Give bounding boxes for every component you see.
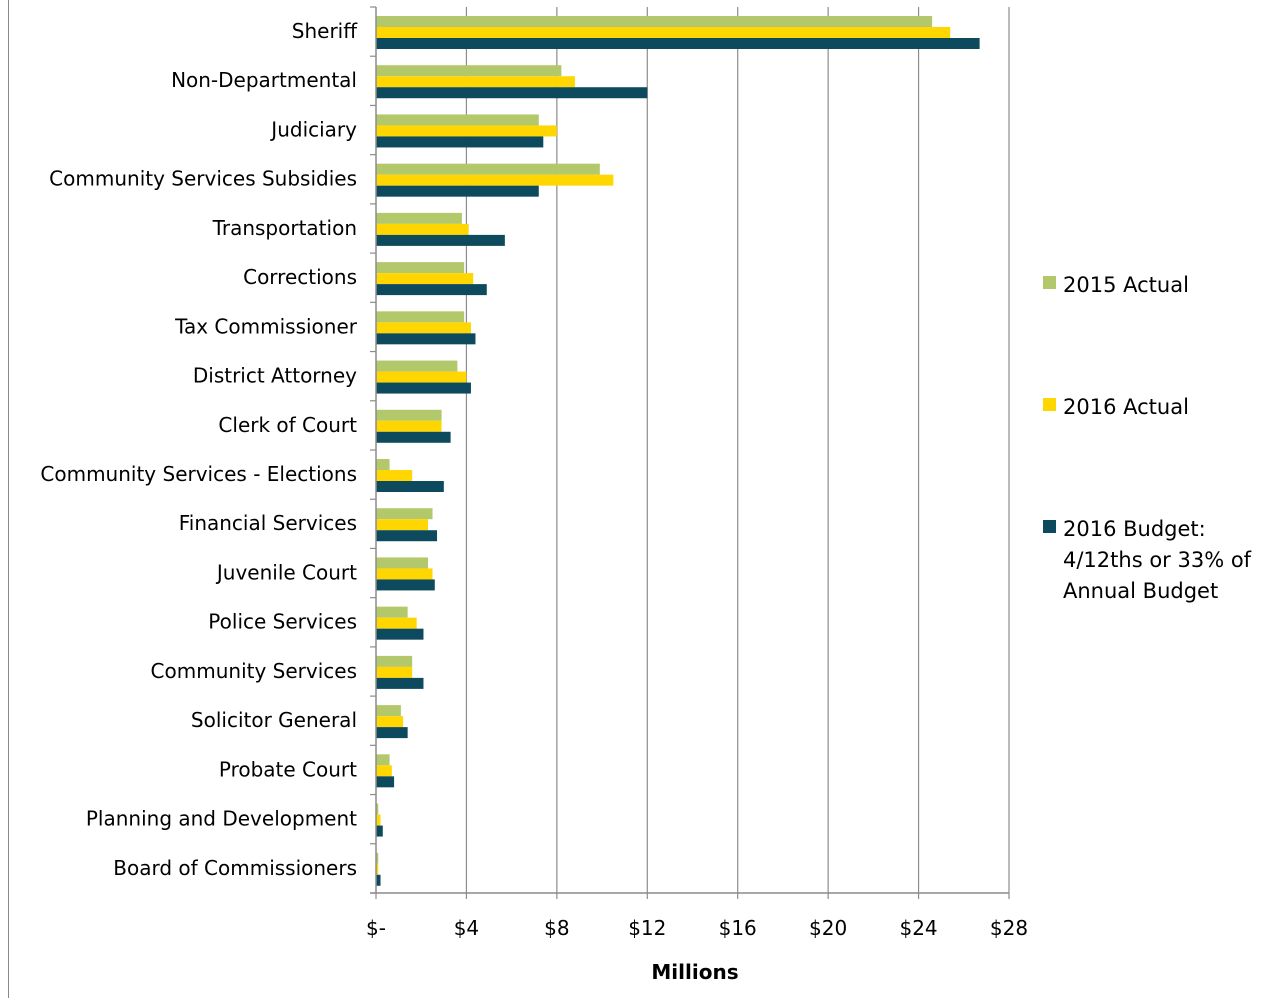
bar-community-services-series-0	[376, 655, 413, 667]
bar-police-services-series-2	[376, 628, 424, 640]
category-label-community-services-elections: Community Services - Elections	[40, 462, 357, 486]
bar-sheriff-series-1	[376, 27, 951, 38]
x-tick-label-5: $20	[809, 916, 847, 940]
bar-solicitor-general-series-1	[376, 716, 404, 728]
legend-swatch-2016-actual	[1043, 398, 1056, 411]
bar-planning-and-development-series-1	[376, 814, 381, 826]
bar-judiciary-series-0	[376, 114, 539, 126]
x-tick-label-3: $12	[628, 916, 666, 940]
bar-district-attorney-series-0	[376, 360, 458, 372]
bar-judiciary-series-1	[376, 125, 557, 137]
bar-transportation-series-0	[376, 212, 462, 224]
category-label-financial-services: Financial Services	[179, 511, 357, 535]
legend: 2015 Actual 2016 Actual 2016 Budget: 4/1…	[1043, 0, 1283, 998]
category-label-community-services: Community Services	[151, 659, 357, 683]
bar-chart: Sheriff Non-Departmental Judiciary Communit…	[40, 6, 1028, 940]
x-tick-label-7: $28	[990, 916, 1028, 940]
chart-frame-edge	[8, 0, 9, 998]
bar-sheriff-series-0	[376, 16, 933, 27]
bar-financial-services-series-1	[376, 519, 428, 531]
bar-community-services-series-1	[376, 666, 413, 678]
bar-corrections-series-1	[376, 273, 474, 285]
bar-community-services-elections-series-2	[376, 481, 444, 492]
bar-solicitor-general-series-0	[376, 705, 401, 717]
bar-non-departmental-series-0	[376, 65, 562, 77]
bar-district-attorney-series-1	[376, 371, 467, 383]
bar-community-services-elections-series-0	[376, 459, 390, 470]
bar-corrections-series-2	[376, 284, 487, 296]
bar-tax-commissioner-series-2	[376, 333, 476, 345]
category-label-police-services: Police Services	[208, 610, 357, 634]
x-tick-label-0: $-	[366, 916, 386, 940]
bar-corrections-series-0	[376, 262, 465, 274]
bar-community-services-series-2	[376, 677, 424, 689]
bar-planning-and-development-series-0	[376, 803, 379, 815]
category-label-corrections: Corrections	[243, 265, 357, 289]
category-label-judiciary: Judiciary	[269, 117, 357, 141]
bar-juvenile-court-series-0	[376, 557, 428, 569]
bar-non-departmental-series-1	[376, 76, 575, 88]
legend-label-2016-budget: 2016 Budget: 4/12ths or 33% of Annual Bu…	[1063, 517, 1252, 603]
bar-police-services-series-0	[376, 606, 408, 618]
x-tick-label-2: $8	[544, 916, 569, 940]
bar-community-services-subsidies-series-0	[376, 163, 600, 175]
bar-community-services-subsidies-series-2	[376, 185, 539, 197]
category-label-juvenile-court: Juvenile Court	[215, 560, 357, 584]
bar-community-services-subsidies-series-1	[376, 174, 614, 186]
bar-planning-and-development-series-2	[376, 825, 383, 837]
x-tick-label-1: $4	[454, 916, 479, 940]
bar-juvenile-court-series-2	[376, 579, 435, 591]
legend-swatch-2016-budget	[1043, 520, 1056, 533]
bar-community-services-elections-series-1	[376, 470, 413, 481]
category-label-board-of-commissioners: Board of Commissioners	[113, 856, 357, 880]
bar-clerk-of-court-series-0	[376, 409, 442, 421]
bar-district-attorney-series-2	[376, 382, 471, 394]
legend-label-2016-actual: 2016 Actual	[1063, 395, 1189, 419]
bar-board-of-commissioners-series-2	[376, 874, 381, 886]
bar-transportation-series-1	[376, 223, 469, 235]
category-label-non-departmental: Non-Departmental	[171, 68, 357, 92]
bar-judiciary-series-2	[376, 136, 544, 148]
x-axis-title: Millions	[651, 960, 739, 984]
category-label-tax-commissioner: Tax Commissioner	[174, 314, 358, 338]
x-tick-label-6: $24	[899, 916, 937, 940]
bar-clerk-of-court-series-1	[376, 420, 442, 432]
bar-financial-services-series-0	[376, 508, 433, 520]
category-label-solicitor-general: Solicitor General	[191, 708, 357, 732]
bar-police-services-series-1	[376, 617, 417, 629]
bar-probate-court-series-1	[376, 765, 392, 777]
legend-swatch-2015-actual	[1043, 276, 1056, 289]
category-label-clerk-of-court: Clerk of Court	[218, 413, 357, 437]
bar-sheriff-series-2	[376, 38, 980, 49]
bar-probate-court-series-2	[376, 776, 395, 788]
bar-tax-commissioner-series-0	[376, 311, 465, 323]
category-label-district-attorney: District Attorney	[193, 364, 357, 388]
x-tick-label-4: $16	[719, 916, 757, 940]
bar-transportation-series-2	[376, 234, 505, 246]
category-label-sheriff: Sheriff	[292, 19, 358, 43]
bar-financial-services-series-2	[376, 530, 438, 542]
bar-non-departmental-series-2	[376, 87, 648, 99]
bar-board-of-commissioners-series-0	[376, 852, 379, 864]
legend-item-2015-actual: 2015 Actual	[1043, 270, 1278, 301]
category-label-probate-court: Probate Court	[219, 757, 357, 781]
bar-board-of-commissioners-series-1	[376, 863, 379, 875]
legend-item-2016-budget: 2016 Budget: 4/12ths or 33% of Annual Bu…	[1043, 514, 1278, 607]
category-label-planning-and-development: Planning and Development	[86, 807, 357, 831]
legend-label-2015-actual: 2015 Actual	[1063, 273, 1189, 297]
category-label-transportation: Transportation	[212, 216, 357, 240]
bar-tax-commissioner-series-1	[376, 322, 471, 334]
category-label-community-services-subsidies: Community Services Subsidies	[49, 167, 357, 191]
bar-solicitor-general-series-2	[376, 727, 408, 739]
bar-clerk-of-court-series-2	[376, 431, 451, 443]
bar-juvenile-court-series-1	[376, 568, 433, 580]
bar-probate-court-series-0	[376, 754, 390, 766]
legend-item-2016-actual: 2016 Actual	[1043, 392, 1278, 423]
